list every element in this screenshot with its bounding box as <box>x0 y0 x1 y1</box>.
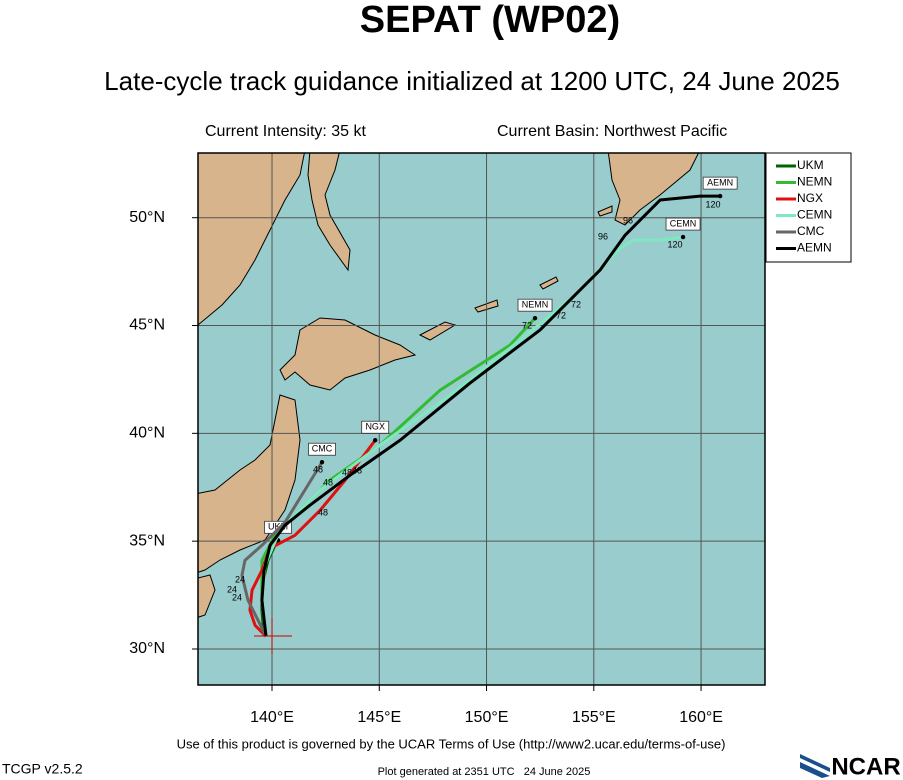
legend-box <box>765 152 852 263</box>
hour-label: 72 <box>571 299 581 309</box>
hour-label: 48 <box>318 507 328 517</box>
y-tick-label: 30°N <box>129 640 165 657</box>
hour-label: 48 <box>323 477 333 487</box>
x-tick-label: 145°E <box>357 709 401 726</box>
hour-label: 24 <box>227 584 237 594</box>
track-label: NGX <box>365 422 385 432</box>
track-end <box>319 460 325 465</box>
track-label-box <box>361 420 390 434</box>
track-label-box <box>308 442 336 456</box>
legend-label: UKM <box>797 158 824 172</box>
land <box>198 153 700 618</box>
generated: Plot generated at 2351 UTC 24 June 2025 <box>378 766 591 778</box>
hour-label: 120 <box>705 199 720 209</box>
basin: Current Basin: Northwest Pacific <box>497 123 727 140</box>
terms: Use of this product is governed by the U… <box>177 736 726 751</box>
subtitle: Late-cycle track guidance initialized at… <box>104 66 840 96</box>
x-tick-label: 140°E <box>250 709 294 726</box>
track-label-box <box>665 217 701 231</box>
legend-label: NGX <box>797 191 823 205</box>
y-tick-label: 40°N <box>129 425 165 442</box>
x-tick-label: 160°E <box>679 709 723 726</box>
hour-label: 72 <box>556 310 566 320</box>
track-end <box>717 193 723 199</box>
track-end <box>532 315 538 321</box>
y-tick-label: 45°N <box>129 317 165 334</box>
hour-label: 24 <box>235 574 245 584</box>
legend-label: CMC <box>797 224 825 238</box>
hour-label: 96 <box>598 231 608 241</box>
x-tick-label: 155°E <box>572 709 616 726</box>
x-tick-label: 150°E <box>465 709 509 726</box>
hour-label: 120 <box>667 239 682 249</box>
hour-label: 96 <box>623 215 633 225</box>
track-line <box>240 461 324 637</box>
hour-label: 48 <box>352 465 362 475</box>
legend-label: AEMN <box>797 241 832 255</box>
track-label: UKM <box>268 522 288 532</box>
track-label: NEMN <box>522 300 549 310</box>
y-tick-label: 35°N <box>129 532 165 549</box>
frame <box>197 152 766 686</box>
hour-label: 72 <box>522 320 532 330</box>
track-end <box>373 438 378 443</box>
logo-stripes <box>800 754 830 778</box>
legend-label: NEMN <box>797 175 832 189</box>
legend-label: CEMN <box>797 208 832 222</box>
hour-label: 48 <box>342 467 352 477</box>
current-position <box>254 618 292 654</box>
track-label-box <box>702 176 738 190</box>
logo: NCAR <box>831 753 900 780</box>
track-label: AEMN <box>707 178 733 188</box>
track-label: CMC <box>312 444 333 454</box>
track-label: CEMN <box>670 218 697 228</box>
track-end <box>680 234 686 240</box>
title: SEPAT (WP02) <box>360 0 620 41</box>
version: TCGP v2.5.2 <box>2 761 83 777</box>
track-line <box>260 194 721 637</box>
y-tick-label: 50°N <box>129 209 165 226</box>
hour-label: 24 <box>232 592 242 602</box>
hour-label: 48 <box>313 464 323 474</box>
track-label-box <box>517 298 553 312</box>
intensity: Current Intensity: 35 kt <box>205 123 367 140</box>
